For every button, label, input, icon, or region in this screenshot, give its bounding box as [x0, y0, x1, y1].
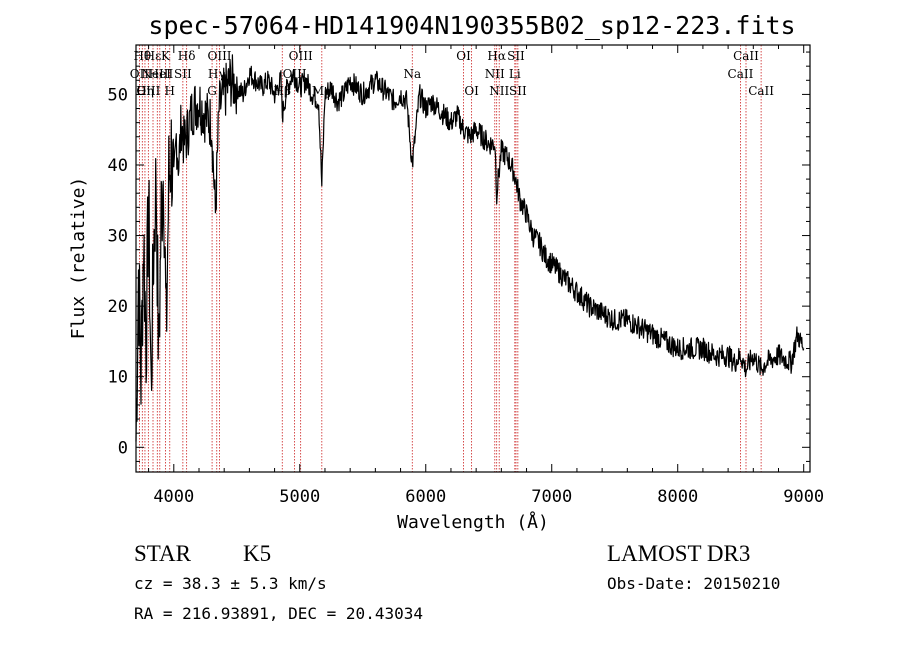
line-marker-label: OI — [464, 84, 479, 98]
line-marker-label: OIII — [207, 49, 231, 63]
x-tick-label: 8000 — [657, 487, 698, 507]
line-marker-label: NII — [485, 67, 505, 81]
line-marker-label: Na — [403, 67, 421, 81]
survey-name: LAMOST DR3 — [607, 541, 750, 566]
y-tick-label: 10 — [108, 368, 128, 388]
y-tick-label: 0 — [118, 438, 128, 458]
line-marker-label: NeIII — [141, 67, 173, 81]
line-marker-label: G — [207, 84, 217, 98]
line-marker-label: OIII — [136, 84, 160, 98]
y-tick-label: 20 — [108, 297, 128, 317]
emission-line-markers — [139, 45, 762, 472]
x-tick-label: 4000 — [153, 487, 194, 507]
coordinates-text: RA = 216.93891, DEC = 20.43034 — [134, 604, 423, 623]
line-marker-label: OII — [130, 67, 150, 81]
line-marker-label: Hα — [487, 49, 506, 63]
x-axis-ticks: 4000 5000 6000 7000 8000 9000 — [148, 45, 824, 507]
line-marker-label: OIII — [289, 49, 313, 63]
line-marker-label: Hε — [145, 49, 162, 63]
line-marker-label: Li — [509, 67, 521, 81]
object-subclass: K5 — [243, 541, 271, 566]
line-marker-label: SII — [509, 84, 527, 98]
line-marker-label: CaII — [733, 49, 759, 63]
line-marker-label: K — [161, 49, 171, 63]
line-marker-label: OI — [456, 49, 471, 63]
spectrum-line — [135, 54, 805, 442]
y-axis-label: Flux (relative) — [68, 177, 89, 340]
redshift-text: cz = 38.3 ± 5.3 km/s — [134, 574, 327, 593]
line-marker-label: H — [165, 84, 175, 98]
y-tick-label: 30 — [108, 227, 128, 247]
x-tick-label: 6000 — [405, 487, 446, 507]
x-tick-label: 5000 — [279, 487, 320, 507]
line-marker-label: Hδ — [178, 49, 196, 63]
y-axis-ticks: 0 10 20 30 40 50 — [108, 51, 810, 462]
chart-title: spec-57064-HD141904N190355B02_sp12-223.f… — [148, 11, 795, 40]
x-tick-label: 9000 — [783, 487, 824, 507]
emission-line-labels: OIIHθHηOIIIHεNeIIIHeIKHSIIHδGHγOIIIHβOII… — [130, 49, 775, 98]
line-marker-label: SII — [174, 67, 192, 81]
line-marker-label: CaII — [728, 67, 754, 81]
line-marker-label: CaII — [748, 84, 774, 98]
x-tick-label: 7000 — [531, 487, 572, 507]
line-marker-label: Mg — [312, 84, 332, 98]
line-marker-label: HeI — [149, 67, 172, 81]
object-class: STAR — [134, 541, 192, 566]
y-tick-label: 50 — [108, 85, 128, 105]
x-axis-label: Wavelength (Å) — [397, 511, 549, 533]
plot-frame — [135, 44, 811, 473]
line-marker-label: Hγ — [208, 67, 226, 81]
line-marker-label: NII — [489, 84, 509, 98]
line-marker-label: SII — [507, 49, 525, 63]
y-tick-label: 40 — [108, 156, 128, 176]
obs-date-text: Obs-Date: 20150210 — [607, 574, 780, 593]
line-marker-label: OIII — [283, 67, 307, 81]
